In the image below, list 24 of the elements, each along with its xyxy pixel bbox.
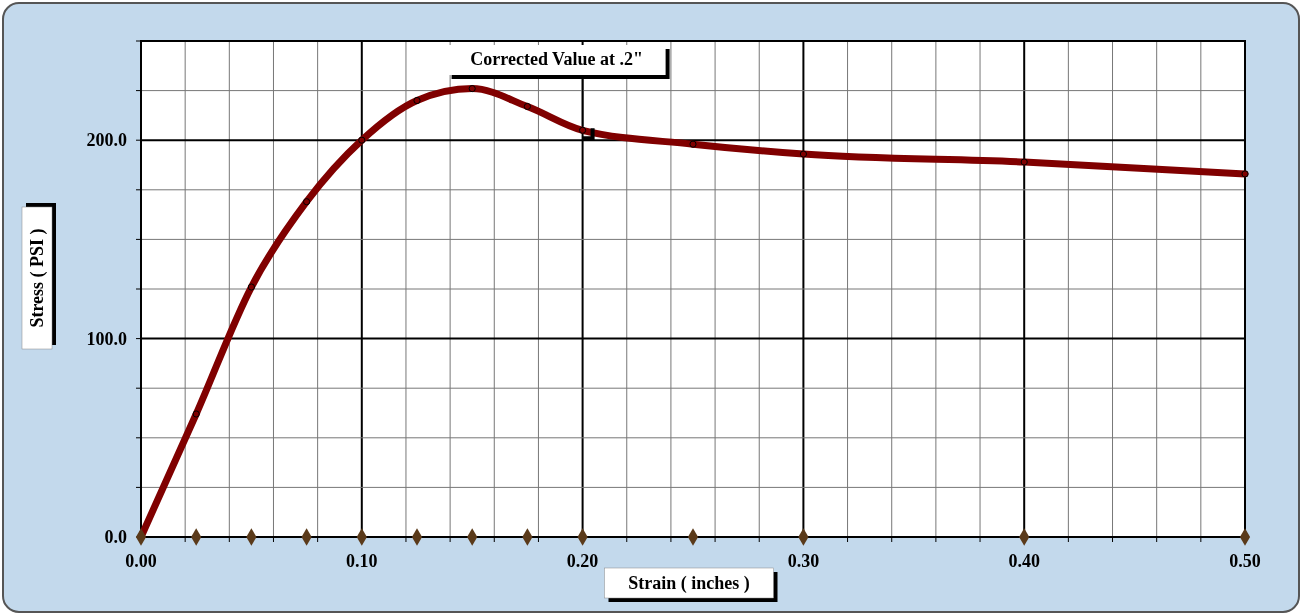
point bbox=[579, 126, 587, 134]
x-tick-label: 0.20 bbox=[566, 551, 599, 571]
point bbox=[303, 198, 311, 206]
point bbox=[523, 102, 531, 111]
point bbox=[192, 410, 200, 418]
annotation: Corrected Value at .2" bbox=[470, 49, 643, 69]
x-tick-label: 0.00 bbox=[125, 551, 157, 571]
point bbox=[1020, 158, 1028, 166]
x-axis-title: Strain ( inches ) bbox=[628, 573, 750, 594]
y-axis-title: Stress ( PSI ) bbox=[27, 228, 48, 328]
x-tick-label: 0.40 bbox=[1008, 551, 1040, 571]
point bbox=[358, 136, 366, 144]
point bbox=[799, 150, 807, 158]
point bbox=[413, 96, 421, 105]
x-tick-label: 0.30 bbox=[787, 551, 820, 571]
point bbox=[689, 140, 697, 148]
point bbox=[468, 85, 476, 93]
x-tick-label: 0.50 bbox=[1229, 551, 1261, 571]
x-tick-label: 0.10 bbox=[346, 551, 378, 571]
y-tick-label: 200.0 bbox=[86, 130, 127, 151]
y-tick-label: 0.0 bbox=[104, 527, 127, 547]
point bbox=[1241, 170, 1249, 178]
point bbox=[247, 283, 255, 291]
y-tick-label: 100.0 bbox=[86, 328, 127, 349]
